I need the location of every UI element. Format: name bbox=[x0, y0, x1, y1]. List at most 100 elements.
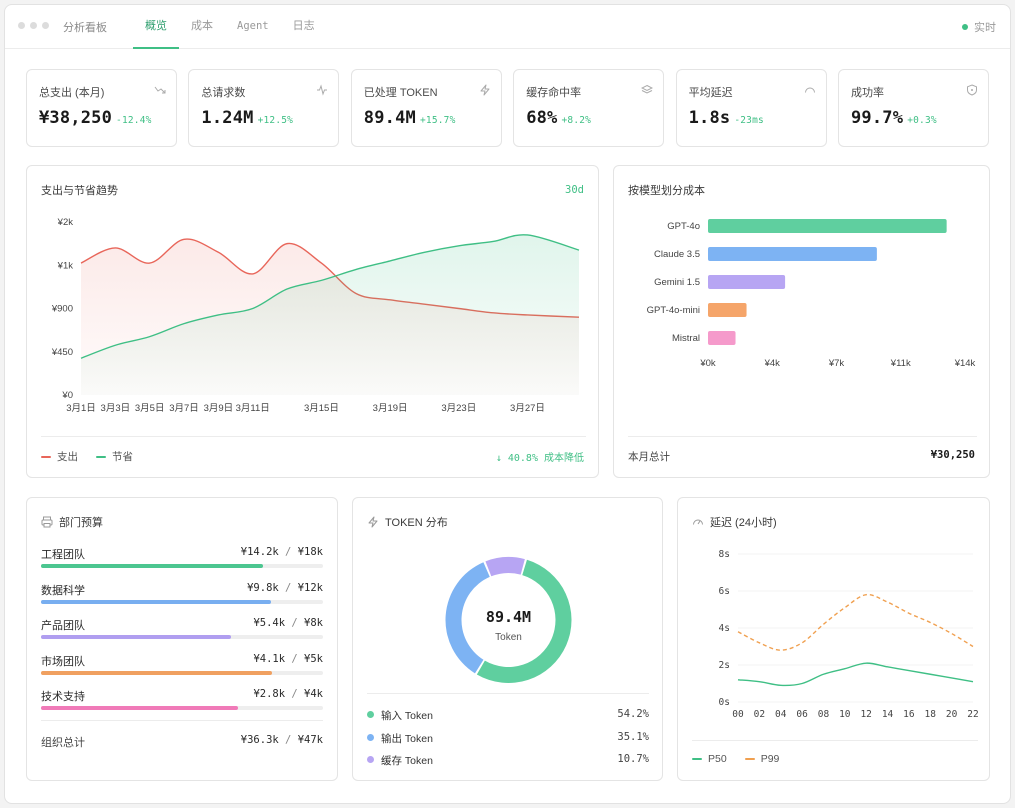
kpi-value-text: 1.24M bbox=[201, 108, 254, 128]
kpi-value: ¥38,250 -12.4% bbox=[39, 108, 152, 128]
lightning-icon bbox=[368, 516, 378, 528]
kpi-delta: -23ms bbox=[734, 115, 764, 126]
latency-y-tick: 2s bbox=[719, 660, 730, 671]
kpi-value-text: 1.8s bbox=[688, 108, 731, 128]
budget-progress-fill bbox=[41, 635, 232, 639]
model-cost-bar bbox=[708, 247, 877, 261]
model-cost-bar bbox=[708, 331, 736, 345]
token-center-value: 89.4M bbox=[486, 608, 531, 626]
tab-overview[interactable]: 概览 bbox=[133, 5, 179, 49]
spend-trend-title: 支出与节省趋势 bbox=[41, 185, 118, 197]
trend-x-tick: 3月19日 bbox=[373, 403, 408, 414]
budget-title: 部门预算 bbox=[41, 514, 103, 530]
latency-x-tick: 12 bbox=[860, 709, 871, 720]
budget-progress-fill bbox=[41, 564, 264, 568]
kpi-delta: +12.5% bbox=[257, 115, 294, 126]
latency-x-tick: 22 bbox=[967, 709, 978, 720]
legend-spend-swatch bbox=[41, 455, 51, 458]
kpi-delta: +15.7% bbox=[419, 115, 456, 126]
model-cost-bar bbox=[708, 275, 786, 289]
budget-amount: ¥14.2k / ¥18k bbox=[241, 546, 323, 558]
budget-limit: ¥18k bbox=[297, 546, 323, 558]
legend-save: 节省 bbox=[96, 449, 133, 464]
budget-total-used: ¥36.3k bbox=[240, 734, 279, 746]
trend-area-fill bbox=[81, 234, 579, 395]
live-dot-icon bbox=[962, 24, 968, 30]
trend-x-tick: 3月3日 bbox=[101, 403, 131, 414]
kpi-value: 68% +8.2% bbox=[526, 108, 591, 128]
latency-legend: P50 P99 bbox=[692, 753, 779, 765]
budget-used: ¥14.2k bbox=[240, 546, 279, 558]
latency-y-tick: 0s bbox=[719, 697, 730, 708]
token-legend-dot bbox=[367, 733, 374, 741]
budget-separator: / bbox=[285, 546, 292, 558]
trend-y-tick: ¥2k bbox=[57, 217, 74, 228]
divider bbox=[41, 436, 586, 437]
model-total-label: 本月总计 bbox=[628, 451, 670, 463]
lightning-icon bbox=[480, 84, 490, 96]
trend-y-tick: ¥0 bbox=[61, 390, 73, 401]
tab-agent[interactable]: Agent bbox=[237, 20, 269, 32]
range-selector[interactable]: 30d bbox=[565, 184, 584, 196]
kpi-label: 成功率 bbox=[851, 87, 884, 99]
token-donut-slice bbox=[485, 557, 525, 577]
model-label: Gemini 1.5 bbox=[654, 277, 700, 288]
layers-icon bbox=[641, 84, 654, 94]
budget-dept-name: 技术支持 bbox=[41, 691, 85, 703]
model-cost-card: 按模型划分成本 GPT-4o Claude 3.5 Gemini 1.5 GPT-4o… bbox=[613, 165, 990, 478]
spend-trend-card: 支出与节省趋势 30d ¥0 ¥450 ¥900 ¥1k ¥2k 3月1日 3月3日 3月5日… bbox=[26, 165, 599, 478]
model-cost-bar bbox=[708, 303, 747, 317]
window-dot-close[interactable] bbox=[18, 22, 25, 29]
token-legend-name: 输入 Token bbox=[381, 710, 433, 722]
window-dot-minimize[interactable] bbox=[30, 22, 37, 29]
latency-line-p50 bbox=[737, 662, 974, 687]
kpi-label: 已处理 TOKEN bbox=[363, 87, 438, 99]
kpi-value: 1.8s -23ms bbox=[689, 108, 764, 128]
window-controls bbox=[18, 22, 49, 29]
token-title: TOKEN 分布 bbox=[367, 514, 448, 530]
tab-logs[interactable]: 日志 bbox=[292, 20, 315, 32]
legend-save-swatch bbox=[96, 455, 106, 458]
kpi-card: 总请求数 1.24M +12.5% bbox=[188, 69, 340, 147]
legend-p99-label: P99 bbox=[760, 753, 780, 765]
budget-progress-fill bbox=[41, 599, 272, 604]
token-donut-chart: 89.4M Token bbox=[445, 557, 572, 683]
budget-dept-name: 工程团队 bbox=[41, 549, 85, 561]
kpi-card: 缓存命中率 68% +8.2% bbox=[513, 69, 665, 147]
trend-x-tick: 3月23日 bbox=[441, 403, 476, 414]
trend-legend: 支出 节省 bbox=[41, 449, 133, 464]
kpi-value: 99.7% +0.3% bbox=[851, 108, 937, 128]
kpi-delta: -12.4% bbox=[116, 115, 152, 126]
gauge-icon bbox=[693, 519, 703, 525]
token-legend-pct: 35.1% bbox=[617, 730, 649, 743]
gauge-icon bbox=[804, 87, 815, 93]
trend-x-tick: 3月1日 bbox=[66, 403, 96, 414]
legend-spend: 支出 bbox=[41, 449, 78, 464]
kpi-delta: +8.2% bbox=[561, 115, 592, 126]
kpi-label: 缓存命中率 bbox=[526, 87, 582, 99]
budget-total-separator: / bbox=[285, 734, 292, 746]
model-label: GPT-4o-mini bbox=[647, 305, 700, 316]
trend-x-tick: 3月15日 bbox=[304, 403, 339, 414]
trend-x-tick: 3月7日 bbox=[169, 403, 199, 414]
latency-card: 延迟 (24小时) 0s 2s 4s 6s 8s 00 02 04 06 08 10 12 14 16 18… bbox=[677, 497, 990, 781]
divider bbox=[367, 693, 649, 694]
trend-y-tick: ¥1k bbox=[57, 260, 74, 271]
divider bbox=[628, 436, 977, 437]
budget-amount: ¥9.8k / ¥12k bbox=[247, 582, 323, 594]
budget-dept-name: 产品团队 bbox=[41, 620, 85, 632]
app-title: 分析看板 bbox=[63, 22, 107, 34]
legend-p99-swatch bbox=[744, 758, 755, 760]
budget-amount: ¥2.8k / ¥4k bbox=[253, 688, 323, 700]
trend-x-tick: 3月9日 bbox=[204, 403, 234, 414]
tab-cost[interactable]: 成本 bbox=[191, 20, 213, 32]
window-dot-maximize[interactable] bbox=[42, 22, 49, 29]
token-legend-pct: 10.7% bbox=[617, 753, 649, 765]
budget-dept-name: 市场团队 bbox=[41, 655, 85, 668]
budget-progress-fill bbox=[41, 706, 239, 710]
model-label: Claude 3.5 bbox=[654, 249, 700, 260]
legend-p50: P50 bbox=[692, 753, 727, 765]
latency-x-tick: 18 bbox=[925, 709, 937, 720]
trend-x-tick: 3月11日 bbox=[236, 403, 270, 414]
budget-limit: ¥8k bbox=[304, 617, 323, 629]
